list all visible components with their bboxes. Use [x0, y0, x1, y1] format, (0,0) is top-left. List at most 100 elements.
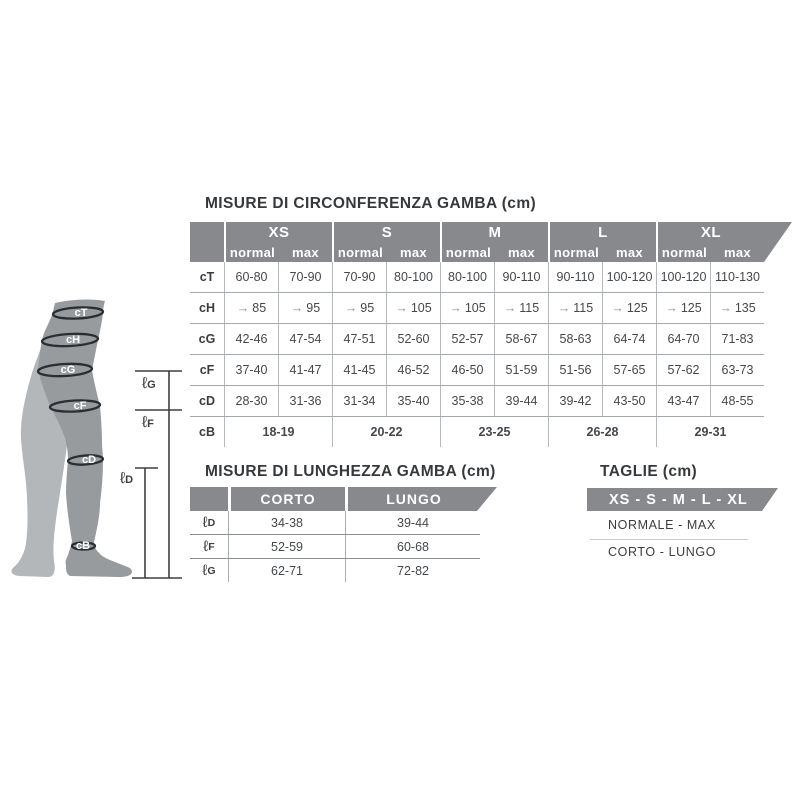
subheader-normal: normal	[553, 244, 600, 260]
length-table-title: MISURE DI LUNGHEZZA GAMBA (cm)	[205, 463, 496, 480]
table-row-lg: ℓ G 62-71 72-82	[190, 558, 480, 582]
row-label: cF	[199, 363, 215, 377]
table-cell: 51-56	[548, 355, 602, 385]
table-cell: 35-38	[440, 386, 494, 416]
table-cell: 41-45	[332, 355, 386, 385]
table-cell: 110-130	[710, 262, 764, 292]
table-cell: 23-25	[440, 417, 548, 447]
subheader-normal: normal	[229, 244, 276, 260]
table-cell: 58-67	[494, 324, 548, 354]
table-row-ct: cT 60-80 70-90 70-90 80-100 80-100 90-110 90-11…	[190, 262, 764, 292]
size-label: L	[598, 223, 608, 241]
table-cell: 41-47	[278, 355, 332, 385]
table-cell: 80-100	[386, 262, 440, 292]
band-label-cg: cG	[61, 364, 76, 376]
table-cell: 48-55	[710, 386, 764, 416]
arrow-icon: →	[665, 301, 678, 315]
subheader-normal: normal	[661, 244, 708, 260]
arrow-icon: →	[290, 301, 304, 315]
table-cell: 35-40	[386, 386, 440, 416]
table-cell: 46-52	[386, 355, 440, 385]
size-label: XL	[700, 223, 722, 241]
table-cell: → 95	[278, 293, 332, 323]
table-cell: 52-60	[386, 324, 440, 354]
length-table-header: CORTO LUNGO	[190, 487, 497, 511]
table-cell: 60-80	[224, 262, 278, 292]
table-row-ld: ℓ D 34-38 39-44	[190, 511, 480, 534]
band-label-cf: cF	[74, 400, 87, 412]
table-cell: → 85	[224, 293, 278, 323]
row-label: cT	[199, 270, 215, 284]
table-cell: 18-19	[224, 417, 332, 447]
table-cell: 100-120	[602, 262, 656, 292]
size-label: M	[488, 223, 502, 241]
subheader-max: max	[724, 244, 751, 260]
sizes-panel-normale-max: NORMALE - MAX	[608, 518, 716, 532]
arrow-icon: →	[611, 301, 624, 315]
table-cell: → 95	[332, 293, 386, 323]
size-label: S	[381, 223, 393, 241]
table-cell: → 105	[386, 293, 440, 323]
table-cell: 37-40	[224, 355, 278, 385]
table-cell: 52-59	[228, 535, 345, 558]
table-cell: 31-36	[278, 386, 332, 416]
table-cell: 52-57	[440, 324, 494, 354]
length-measure-lines	[132, 370, 182, 579]
table-cell: 46-50	[440, 355, 494, 385]
leg-diagram: cT cH cG cF cD cB ℓG ℓF ℓD	[8, 293, 194, 593]
table-cell: 64-74	[602, 324, 656, 354]
table-cell: 70-90	[332, 262, 386, 292]
length-table-body: ℓ D 34-38 39-44 ℓ F 52-59 60-68 ℓ G 62-71 72-82	[190, 511, 480, 582]
size-block-xs: XS normal max	[224, 222, 332, 262]
arrow-icon: →	[557, 301, 571, 315]
table-cell: 57-65	[602, 355, 656, 385]
table-cell: 31-34	[332, 386, 386, 416]
circumference-table-title: MISURE DI CIRCONFERENZA GAMBA (cm)	[205, 195, 537, 212]
subheader-max: max	[400, 244, 427, 260]
table-cell: 90-110	[548, 262, 602, 292]
header-stub	[190, 222, 224, 262]
arrow-icon: →	[236, 301, 250, 315]
row-label: cD	[199, 394, 215, 408]
row-label: cH	[199, 301, 215, 315]
arrow-icon: →	[395, 301, 408, 315]
band-label-cd: cD	[82, 454, 96, 466]
table-cell: 43-50	[602, 386, 656, 416]
leg-illustration-icon: cT cH cG cF cD cB	[11, 299, 182, 579]
table-cell: 64-70	[656, 324, 710, 354]
table-row-cb: cB 18-19 20-22 23-25 26-28 29-31	[190, 416, 764, 447]
arrow-icon: →	[449, 301, 462, 315]
table-cell: 39-44	[494, 386, 548, 416]
measurement-bands	[36, 306, 105, 551]
table-cell: 39-42	[548, 386, 602, 416]
table-cell: 63-73	[710, 355, 764, 385]
subheader-max: max	[292, 244, 319, 260]
table-cell: 60-68	[345, 535, 480, 558]
table-cell: 42-46	[224, 324, 278, 354]
sizes-panel-bar: XS - S - M - L - XL	[587, 488, 778, 511]
table-cell: 47-51	[332, 324, 386, 354]
table-cell: 72-82	[345, 559, 480, 582]
table-cell: 28-30	[224, 386, 278, 416]
table-row-cf: cF 37-40 41-47 41-45 46-52 46-50 51-59 51-56 57-…	[190, 354, 764, 385]
length-label-ld: ℓD	[120, 470, 134, 487]
divider	[590, 539, 748, 540]
table-cell: 20-22	[332, 417, 440, 447]
subheader-normal: normal	[337, 244, 384, 260]
band-label-ch: cH	[66, 334, 80, 346]
table-cell: 34-38	[228, 511, 345, 534]
length-label-lf: ℓF	[142, 414, 154, 431]
table-cell: 39-44	[345, 511, 480, 534]
table-cell: 43-47	[656, 386, 710, 416]
subheader-max: max	[616, 244, 643, 260]
arrow-icon: →	[503, 301, 517, 315]
subheader-max: max	[508, 244, 535, 260]
table-cell: 57-62	[656, 355, 710, 385]
table-cell: → 125	[602, 293, 656, 323]
table-cell: → 105	[440, 293, 494, 323]
